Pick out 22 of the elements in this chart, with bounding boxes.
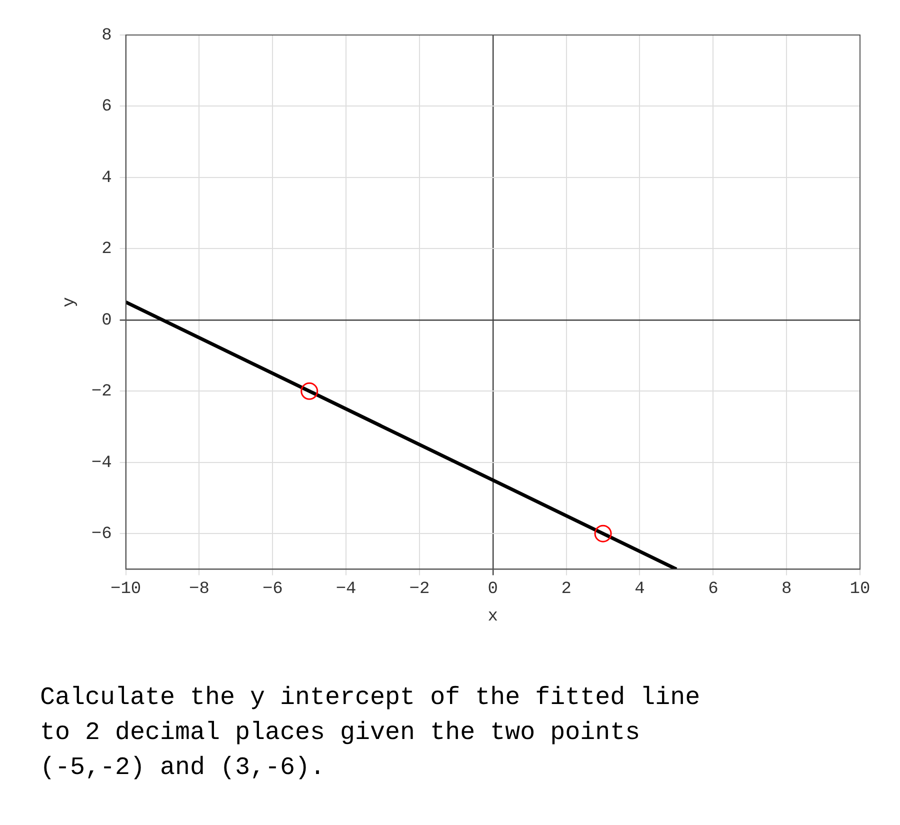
y-tick-label: −4 <box>91 454 112 473</box>
x-tick-label: 8 <box>781 580 792 599</box>
y-tick-label: 6 <box>102 98 112 117</box>
x-tick-label: −4 <box>336 580 356 599</box>
y-tick-label: 0 <box>102 311 112 330</box>
x-tick-label: 4 <box>634 580 645 599</box>
y-tick-label: 8 <box>102 26 112 46</box>
x-tick-label: 0 <box>488 580 498 599</box>
x-tick-label: −10 <box>110 580 142 599</box>
y-tick-label: 2 <box>102 240 112 260</box>
x-tick-label: 2 <box>561 580 572 599</box>
x-tick-label: 10 <box>850 580 870 599</box>
y-tick-label: −2 <box>91 382 112 402</box>
x-tick-label: −8 <box>189 580 210 599</box>
y-axis-title: y <box>60 297 80 308</box>
x-tick-label: −6 <box>262 580 283 599</box>
text: Calculate the y intercept of the fitted line to 2 decimal places given the two points (-5,-2) and (3,-6). <box>40 682 700 784</box>
x-axis-title: x <box>488 607 498 626</box>
y-tick-label: 4 <box>102 168 112 188</box>
x-tick-label: 6 <box>708 580 718 599</box>
y-tick-label: −6 <box>91 525 112 544</box>
x-tick-label: −2 <box>409 580 430 599</box>
